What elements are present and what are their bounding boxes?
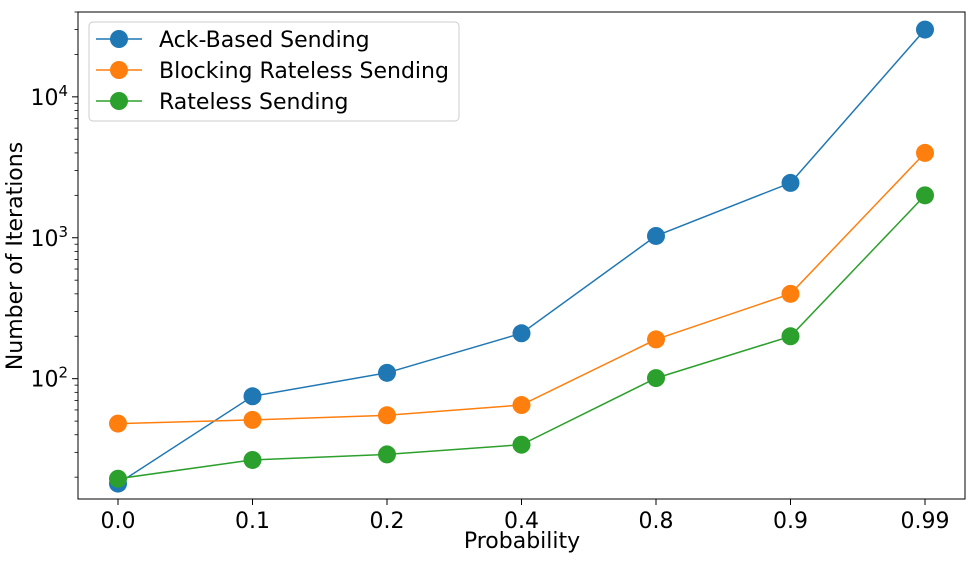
data-point (916, 186, 934, 205)
data-point (109, 414, 127, 433)
data-point (647, 226, 665, 245)
data-point (647, 330, 665, 349)
y-axis-title: Number of Iterations (3, 142, 28, 370)
x-tick-label: 0.4 (504, 509, 539, 534)
x-axis-title: Probability (464, 529, 580, 554)
y-tick-label: 102 (30, 364, 68, 393)
data-point (512, 396, 531, 415)
y-tick-label: 103 (30, 223, 68, 252)
legend-frame (88, 21, 460, 122)
legend-label: Rateless Sending (159, 90, 348, 115)
x-tick-label: 0.2 (370, 509, 405, 534)
data-point (647, 369, 665, 388)
legend: Ack-Based Sending Blocking Rateless Sendi… (88, 21, 460, 122)
marks-layer (109, 20, 934, 493)
data-point (378, 406, 396, 425)
y-tick-label: 104 (30, 82, 68, 111)
data-point (781, 327, 800, 346)
legend-marker (110, 30, 128, 48)
data-point (916, 20, 934, 39)
data-point (109, 469, 127, 488)
data-point (512, 435, 531, 454)
legend-marker (110, 92, 128, 110)
data-point (378, 363, 396, 382)
data-point (378, 445, 396, 464)
legend-items: Ack-Based Sending Blocking Rateless Sendi… (96, 28, 449, 115)
series-line (117, 152, 926, 425)
x-tick-label: 0.9 (773, 509, 808, 534)
x-tick-label: 0.1 (235, 509, 270, 534)
data-point (916, 143, 934, 162)
data-point (243, 387, 262, 406)
data-point (781, 284, 800, 303)
legend-label: Ack-Based Sending (159, 28, 370, 53)
x-tick-label: 0.99 (901, 509, 950, 534)
data-point (781, 173, 800, 192)
data-point (243, 410, 262, 429)
data-point (512, 324, 531, 343)
x-tick-label: 0.8 (639, 509, 674, 534)
legend-marker (110, 61, 128, 79)
legend-label: Blocking Rateless Sending (159, 59, 449, 84)
data-point (243, 450, 262, 469)
axes-layer: 0.0 0.1 0.2 0.4 0.8 0.9 0.99 102 103 104 (30, 11, 966, 534)
x-tick-label: 0.0 (101, 509, 136, 534)
